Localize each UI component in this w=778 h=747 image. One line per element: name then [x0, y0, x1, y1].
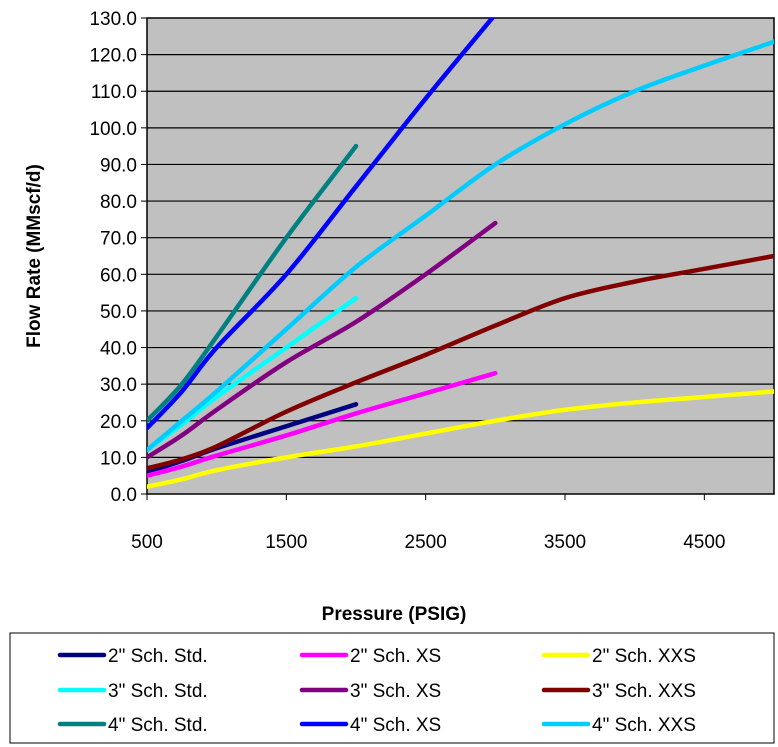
- x-tick-label: 500: [131, 532, 163, 553]
- y-tick-label: 80.0: [100, 192, 137, 213]
- legend-box: [9, 632, 775, 744]
- y-tick-label: 0.0: [111, 485, 137, 506]
- series-line-4: [147, 295, 359, 453]
- y-tick-label: 40.0: [100, 339, 137, 360]
- y-tick-label: 100.0: [89, 119, 137, 140]
- y-tick-label: 90.0: [100, 155, 137, 176]
- legend-label: 3" Sch. Std.: [108, 681, 208, 702]
- y-tick-label: 120.0: [89, 46, 137, 67]
- x-tick-label: 1500: [265, 532, 307, 553]
- series-line-8: [147, 18, 496, 431]
- series-line-9: [147, 39, 774, 453]
- y-tick-label: 20.0: [100, 412, 137, 433]
- legend-label: 4" Sch. XXS: [592, 715, 696, 736]
- series-line-2: [147, 370, 498, 478]
- series-line-6: [147, 253, 774, 471]
- legend-label: 2" Sch. XS: [350, 646, 441, 667]
- y-tick-label: 70.0: [100, 229, 137, 250]
- x-tick-label: 4500: [683, 532, 725, 553]
- legend-label: 4" Sch. Std.: [108, 715, 208, 736]
- y-tick-labels: 0.0 10.0 20.0 30.0 40.0 50.0 60.0 70.0 80.0 90.0 1…: [89, 9, 137, 506]
- legend-label: 4" Sch. XS: [350, 715, 441, 736]
- y-tick-label: 10.0: [100, 448, 137, 469]
- series-line-7: [147, 143, 359, 424]
- y-tick-label: 60.0: [100, 265, 137, 286]
- legend-label: 2" Sch. Std.: [108, 646, 208, 667]
- x-tick-label: 2500: [405, 532, 447, 553]
- x-axis-title: Pressure (PSIG): [322, 604, 467, 625]
- legend-label: 2" Sch. XXS: [592, 646, 696, 667]
- x-tick-labels: 500 1500 2500 3500 4500: [131, 532, 725, 553]
- x-tick-label: 3500: [544, 532, 586, 553]
- series-lines: [147, 18, 774, 489]
- y-tick-label: 110.0: [91, 82, 137, 103]
- series-line-5: [147, 220, 498, 460]
- series-line-3: [147, 389, 774, 489]
- y-tick-label: 130.0: [89, 9, 137, 30]
- legend-label: 3" Sch. XXS: [592, 681, 696, 702]
- legend-label: 3" Sch. XS: [350, 681, 441, 702]
- plot-area: [146, 17, 775, 495]
- legend: 2" Sch. Std. 2" Sch. XS 2" Sch. XXS 3" Sch.…: [57, 646, 696, 736]
- y-tick-label: 50.0: [100, 302, 137, 323]
- y-axis-title: Flow Rate (MMscf/d): [24, 164, 45, 348]
- y-tick-label: 30.0: [100, 375, 137, 396]
